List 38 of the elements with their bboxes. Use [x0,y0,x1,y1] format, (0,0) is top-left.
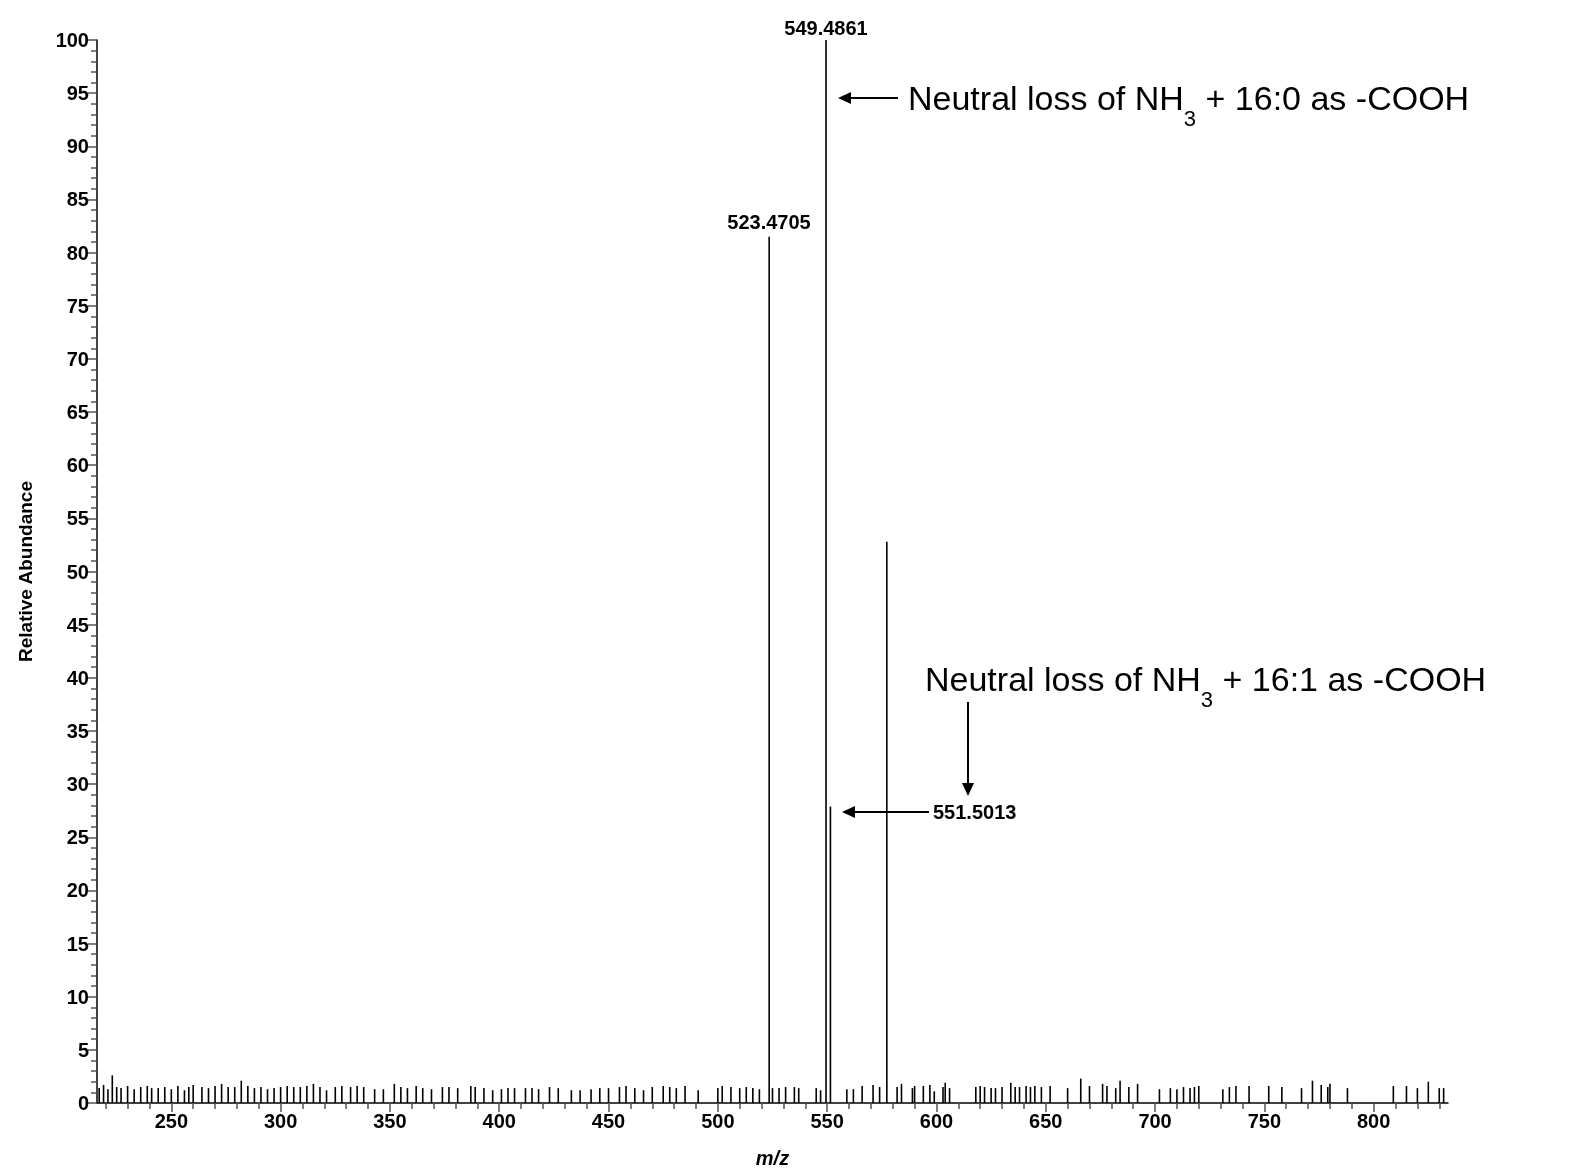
annotation: 523.4705 [727,211,811,233]
x-tick-label: 550 [810,1110,844,1132]
y-tick-label: 30 [66,773,89,796]
y-tick-label: 65 [66,401,89,424]
y-tick-label: 15 [66,932,89,955]
y-tick-label: 50 [66,560,89,583]
y-axis-title: Relative Abundance [15,481,36,662]
x-tick-label: 700 [1138,1110,1172,1132]
y-tick-label: 55 [66,507,89,530]
x-tick-label: 750 [1247,1110,1282,1132]
x-tick-label: 350 [373,1110,407,1132]
y-tick-label: 100 [55,29,89,51]
y-tick-label: 10 [66,985,89,1008]
y-tick-label: 40 [66,666,89,689]
y-tick-label: 80 [66,241,89,264]
y-tick-label: 5 [77,1038,89,1061]
y-tick-label: 75 [66,294,89,317]
y-tick-label: 20 [66,879,89,902]
x-tick-label: 450 [591,1110,626,1132]
x-tick-label: 650 [1029,1110,1063,1132]
y-tick-label: 60 [66,454,89,477]
x-tick-label: 300 [263,1110,298,1132]
x-tick-label: 600 [919,1110,954,1132]
y-tick-label: 90 [66,135,89,158]
y-tick-label: 70 [66,347,89,370]
annotation: 551.5013 [933,801,1017,823]
text: 549.4861 [784,17,868,39]
x-tick-label: 250 [154,1110,189,1132]
y-tick-label: 0 [77,1092,89,1114]
y-tick-label: 35 [66,719,89,742]
x-tick-label: 400 [482,1110,516,1132]
y-tick-label: 95 [66,82,89,105]
y-tick-label: 45 [66,613,89,636]
x-tick-label: 500 [701,1110,735,1132]
y-tick-label: 85 [66,188,89,211]
x-tick-label: 800 [1356,1110,1391,1132]
x-axis-title: m/z [755,1147,790,1169]
y-tick-label: 25 [66,826,89,849]
